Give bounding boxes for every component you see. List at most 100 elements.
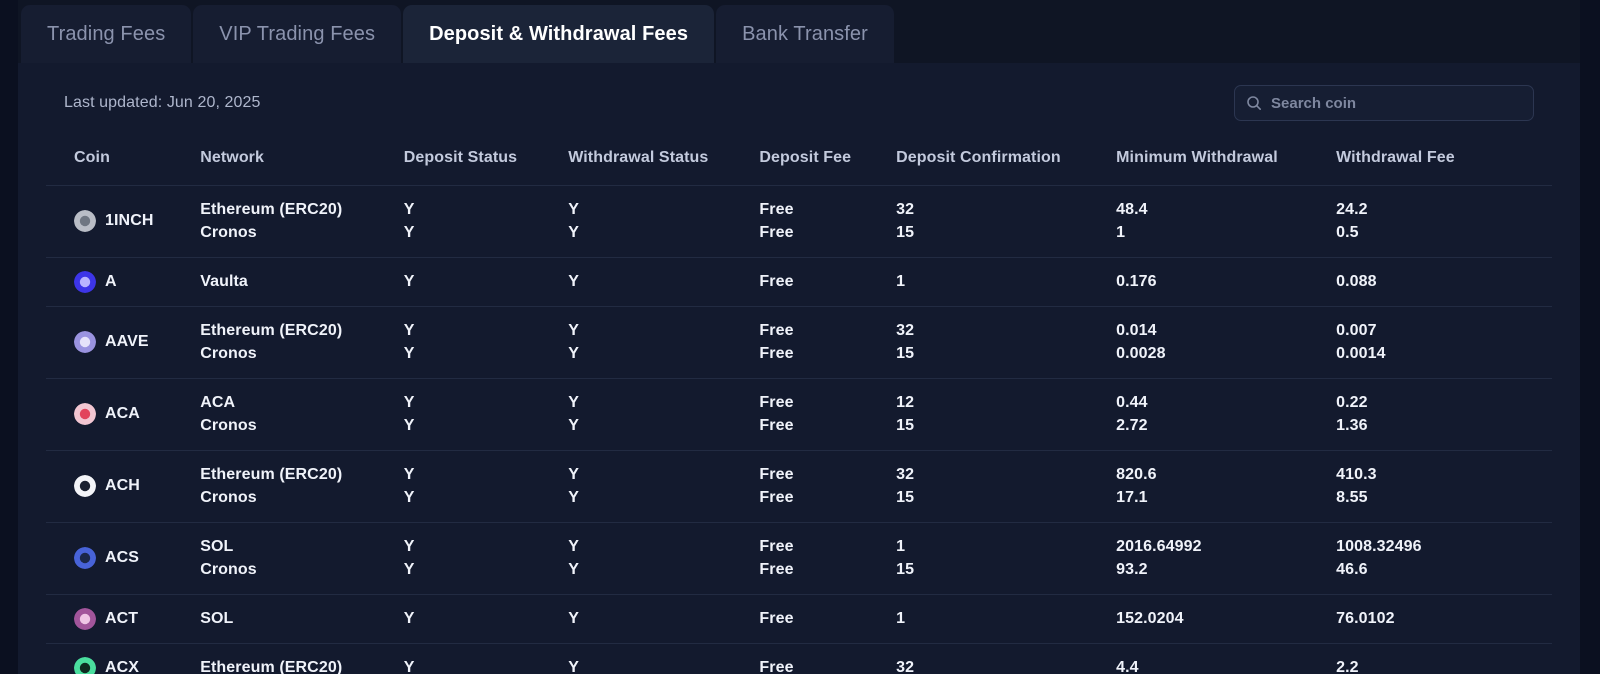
cell-deposit-fee: Free Free (759, 185, 897, 258)
cell-deposit-confirmation: 1 (896, 257, 1117, 307)
value-stack: 1008.32496 46.6 (1336, 535, 1552, 581)
value-line: 12 (896, 394, 915, 411)
cell-withdrawal-fee: 2.2 (1336, 643, 1552, 674)
value-line: 820.6 (1116, 466, 1157, 483)
value-line: Y (403, 273, 415, 290)
cell-minimum-withdrawal: 0.176 (1116, 257, 1337, 307)
value-stack: 410.3 8.55 (1336, 463, 1552, 509)
table-row[interactable]: ACT SOL Y Y Free 1 152.0204 76.0102 (46, 594, 1552, 644)
cell-deposit-status: Y (403, 594, 569, 644)
value-stack: 152.0204 (1116, 607, 1336, 630)
value-line: 0.44 (1116, 394, 1148, 411)
value-stack: Free (759, 656, 896, 674)
value-line: 15 (896, 224, 915, 241)
value-line: 15 (896, 489, 915, 506)
column-header-network[interactable]: Network (200, 149, 265, 166)
coin-symbol: ACT (105, 609, 139, 627)
column-header-withdrawal-status[interactable]: Withdrawal Status (568, 149, 709, 166)
cell-deposit-confirmation: 32 (896, 643, 1117, 674)
value-line: 8.55 (1336, 489, 1368, 506)
value-line: 48.4 (1116, 201, 1148, 218)
table-row[interactable]: 1INCH Ethereum (ERC20) Cronos Y Y Y Y Free Free 3… (46, 185, 1552, 258)
value-line: 4.4 (1116, 659, 1139, 674)
table-row[interactable]: A Vaulta Y Y Free 1 0.176 0.088 (46, 257, 1552, 307)
tab-bank-transfer[interactable]: Bank Transfer (716, 5, 894, 63)
value-line: Y (568, 345, 579, 362)
coin-icon-a (74, 270, 96, 293)
cell-deposit-fee: Free (759, 257, 897, 307)
value-stack: ACA Cronos (200, 391, 404, 437)
value-line: Y (403, 489, 415, 506)
value-line: 0.088 (1336, 273, 1377, 290)
cell-minimum-withdrawal: 0.44 2.72 (1116, 378, 1337, 451)
search-box[interactable] (1234, 85, 1534, 121)
value-line: 17.1 (1116, 489, 1148, 506)
search-input[interactable] (1271, 94, 1522, 112)
cell-coin: ACX (46, 643, 201, 674)
value-line: Y (568, 224, 579, 241)
cell-withdrawal-fee: 0.088 (1336, 257, 1552, 307)
cell-deposit-fee: Free Free (759, 378, 897, 451)
cell-withdrawal-status: Y (568, 257, 760, 307)
table-header-row: Coin Network Deposit Status Withdrawal Stat… (46, 143, 1552, 186)
cell-deposit-confirmation: 32 15 (896, 185, 1117, 258)
tab-vip-trading-fees[interactable]: VIP Trading Fees (193, 5, 402, 63)
coin-cell: 1INCH (74, 210, 200, 232)
column-header-minimum-withdrawal[interactable]: Minimum Withdrawal (1116, 149, 1278, 166)
value-line: Y (568, 273, 579, 290)
table-row[interactable]: ACA ACA Cronos Y Y Y Y Free Free 12 15 0.44 2.72 0.22… (46, 378, 1552, 451)
value-stack: 0.088 (1336, 270, 1552, 293)
column-header-coin[interactable]: Coin (74, 149, 110, 166)
tab-deposit-withdrawal-fees[interactable]: Deposit & Withdrawal Fees (403, 5, 715, 63)
tab-trading-fees[interactable]: Trading Fees (21, 5, 192, 63)
column-header-deposit-fee[interactable]: Deposit Fee (759, 149, 852, 166)
value-stack: 12 15 (896, 391, 1116, 437)
value-line: SOL (200, 538, 234, 555)
cell-minimum-withdrawal: 4.4 (1116, 643, 1337, 674)
search-icon (1246, 95, 1262, 111)
value-line: Cronos (200, 345, 257, 362)
column-header-deposit-confirmation[interactable]: Deposit Confirmation (896, 149, 1061, 166)
coin-cell: A (74, 270, 200, 293)
coin-cell: AAVE (74, 331, 200, 353)
value-line: 152.0204 (1116, 610, 1184, 627)
coin-icon-ach (74, 475, 96, 497)
value-line: Y (568, 466, 579, 483)
value-line: Free (759, 345, 794, 362)
page-right-edge (1580, 0, 1600, 674)
cell-deposit-confirmation: 1 15 (896, 522, 1117, 595)
table-row[interactable]: ACH Ethereum (ERC20) Cronos Y Y Y Y Free Free 32 1… (46, 450, 1552, 523)
column-header-deposit-status[interactable]: Deposit Status (403, 149, 518, 166)
value-line: Vaulta (200, 273, 248, 290)
cell-minimum-withdrawal: 0.014 0.0028 (1116, 306, 1337, 379)
table-row[interactable]: AAVE Ethereum (ERC20) Cronos Y Y Y Y Free Free 32… (46, 306, 1552, 379)
cell-minimum-withdrawal: 48.4 1 (1116, 185, 1337, 258)
tab-bar: Trading Fees VIP Trading Fees Deposit & Wi… (18, 0, 1580, 63)
value-line: 15 (896, 561, 915, 578)
column-header-withdrawal-fee[interactable]: Withdrawal Fee (1336, 149, 1455, 166)
value-stack: 1 (896, 607, 1116, 630)
value-stack: SOL (200, 607, 404, 630)
cell-coin: ACA (46, 378, 201, 451)
value-line: Y (568, 538, 579, 555)
cell-withdrawal-fee: 0.22 1.36 (1336, 378, 1552, 451)
value-stack: Vaulta (200, 270, 404, 293)
cell-deposit-confirmation: 12 15 (896, 378, 1117, 451)
table-row[interactable]: ACX Ethereum (ERC20) Y Y Free 32 4.4 2.2 (46, 643, 1552, 674)
coin-icon-acs (74, 547, 96, 569)
value-line: 410.3 (1336, 466, 1377, 483)
value-stack: Y (568, 656, 759, 674)
table-row[interactable]: ACS SOL Cronos Y Y Y Y Free Free 1 15 2016.64992 93.… (46, 522, 1552, 595)
value-line: 0.176 (1116, 273, 1157, 290)
value-stack: Ethereum (ERC20) Cronos (200, 319, 404, 365)
